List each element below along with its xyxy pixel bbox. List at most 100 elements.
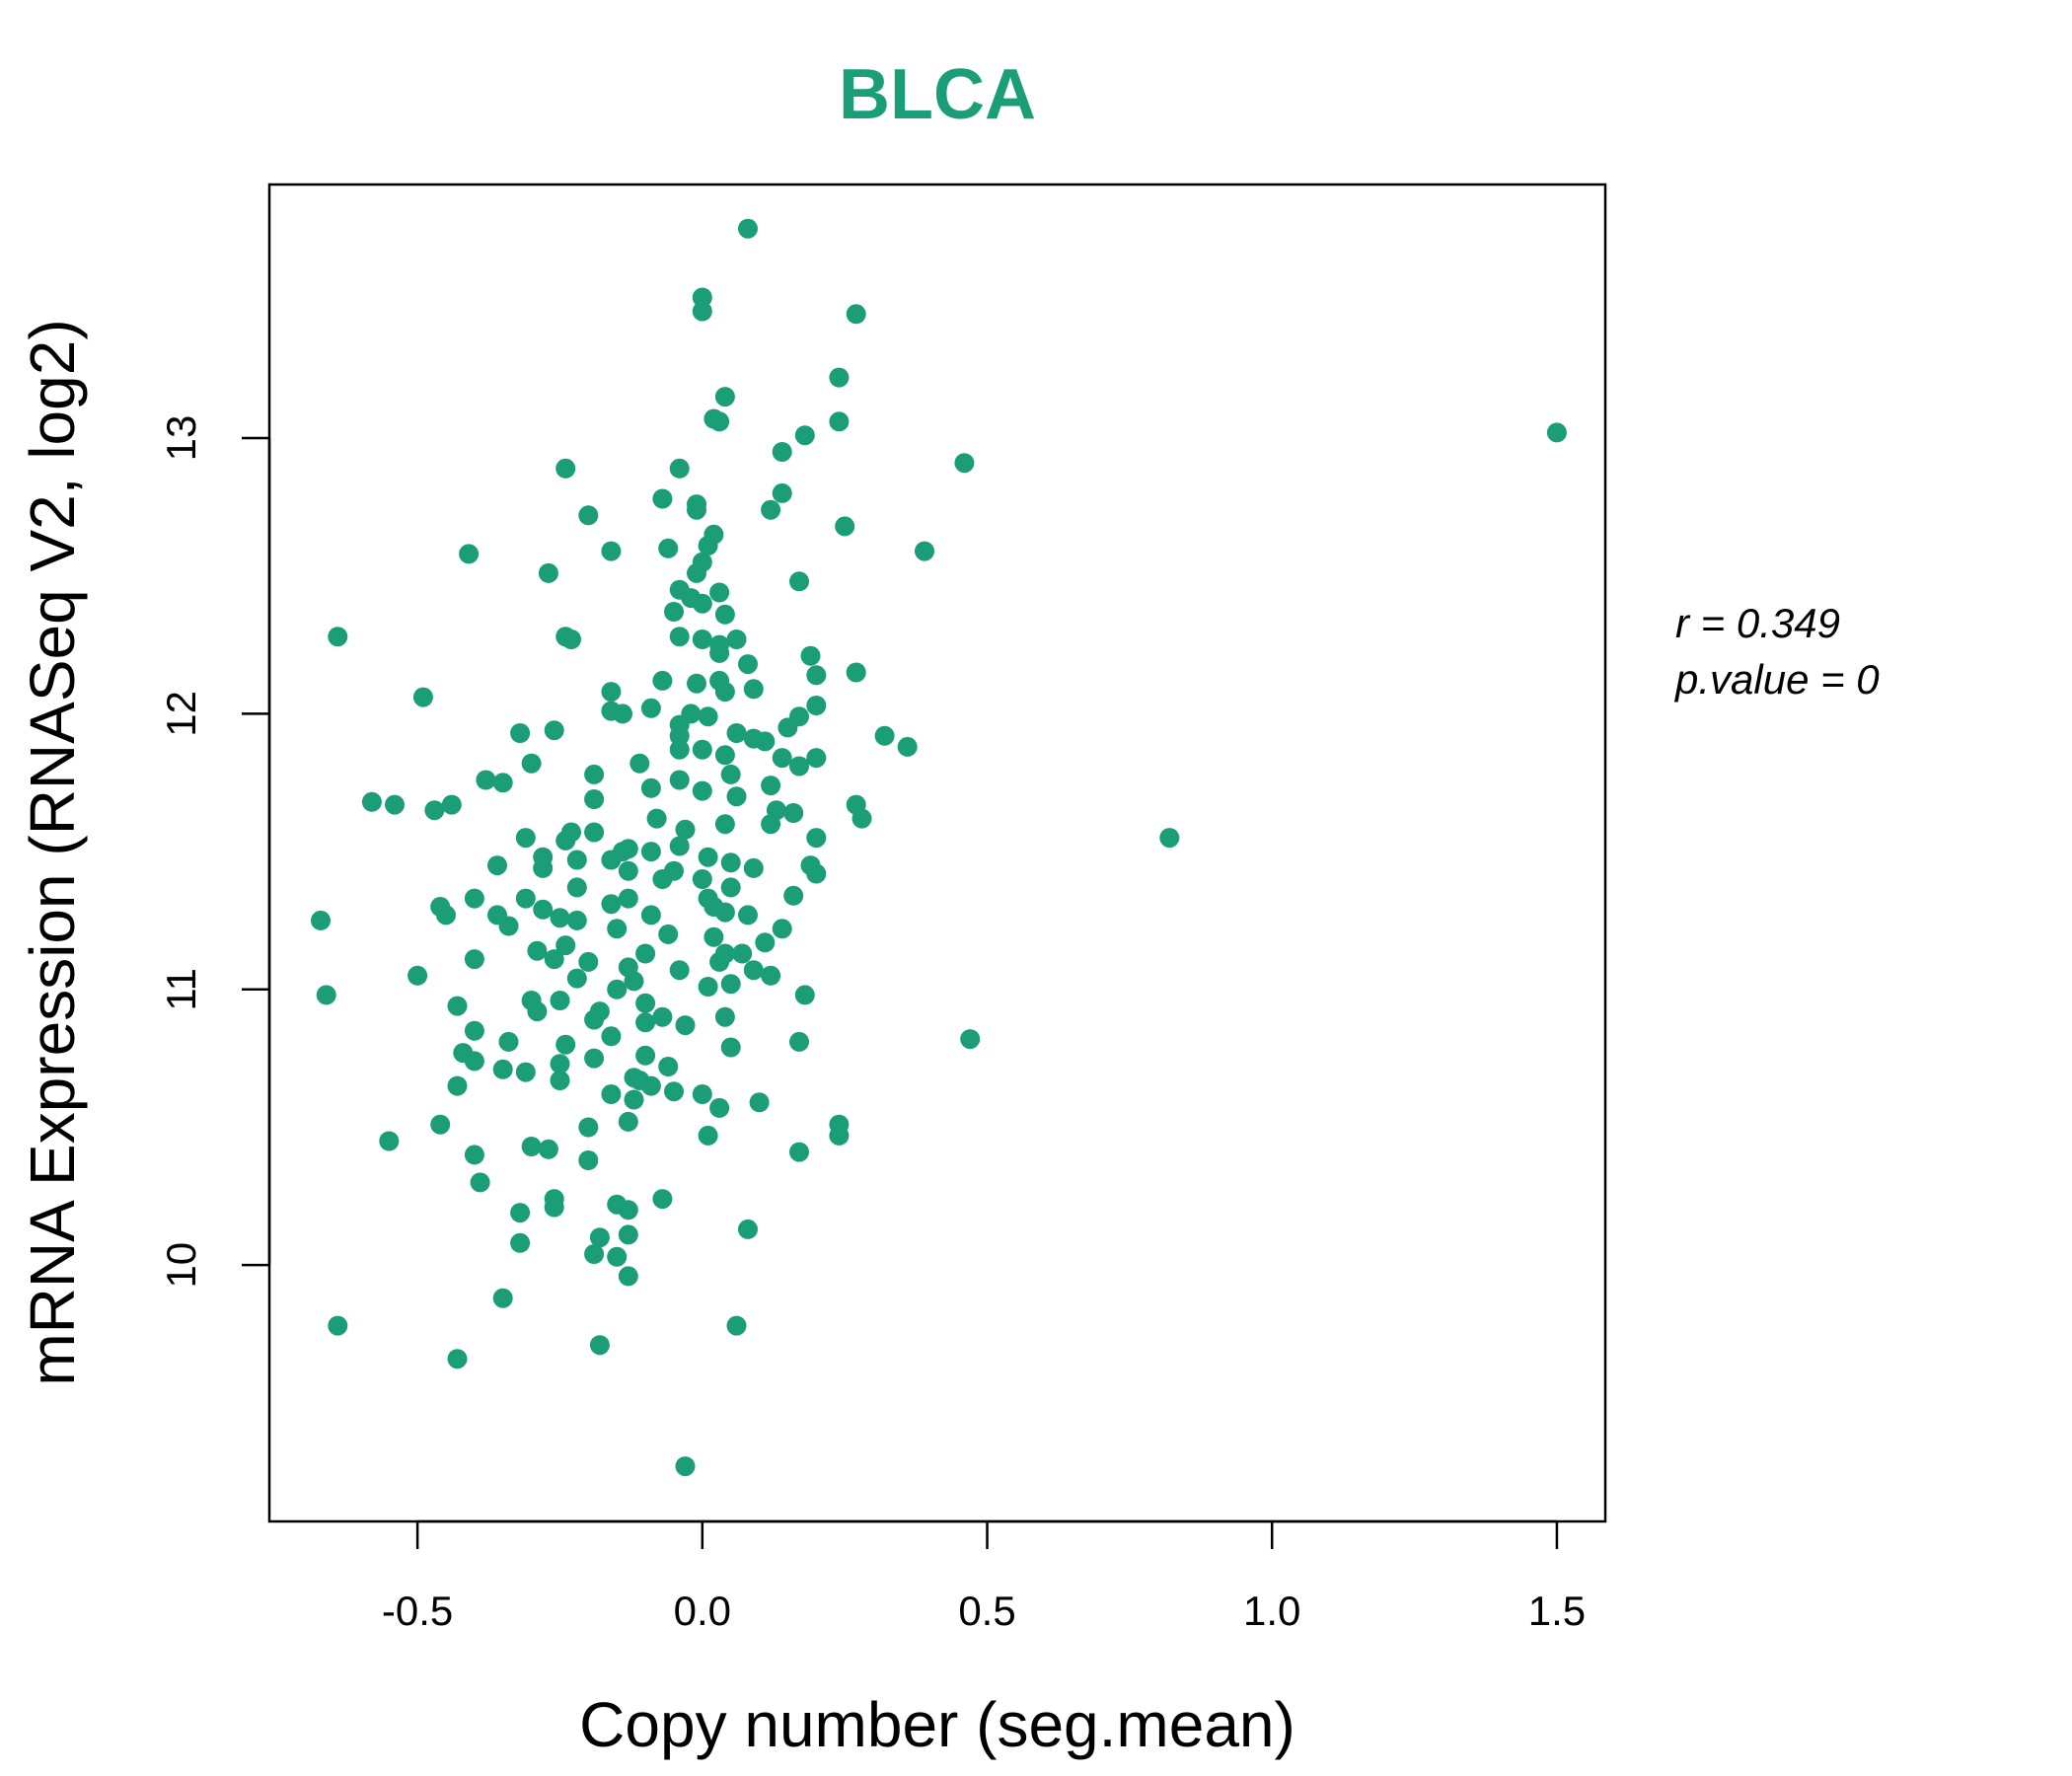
data-point <box>698 1125 718 1146</box>
data-point <box>566 877 587 898</box>
data-point <box>669 739 690 760</box>
data-point <box>720 877 741 898</box>
data-point <box>714 902 735 923</box>
x-tick-label: 1.5 <box>1528 1588 1586 1634</box>
data-point <box>515 1062 536 1082</box>
data-point <box>897 736 918 757</box>
data-point <box>783 885 804 906</box>
y-axis: 10 11 12 13 <box>158 415 271 1289</box>
data-point <box>601 894 622 915</box>
data-point <box>652 670 673 691</box>
data-point <box>550 908 570 928</box>
data-point <box>601 1026 622 1047</box>
data-point <box>510 1203 531 1223</box>
data-point <box>584 1244 605 1264</box>
data-point <box>618 1224 638 1245</box>
data-point <box>550 1071 570 1090</box>
data-point <box>800 645 821 666</box>
data-point <box>664 602 684 622</box>
data-point <box>521 753 542 774</box>
data-point <box>618 1200 638 1221</box>
data-point <box>640 1075 661 1096</box>
data-point <box>714 814 735 835</box>
data-point <box>578 1150 599 1170</box>
data-point <box>772 442 792 462</box>
data-point <box>789 1031 809 1052</box>
data-point <box>589 1335 610 1356</box>
data-point <box>692 780 712 801</box>
data-point <box>709 642 730 663</box>
data-point <box>726 786 747 807</box>
data-point <box>675 819 696 840</box>
data-point <box>720 852 741 873</box>
data-point <box>698 977 718 997</box>
data-point <box>424 800 445 821</box>
data-point <box>544 1197 564 1218</box>
data-point <box>789 571 809 592</box>
data-point <box>761 814 781 835</box>
data-point <box>714 1006 735 1027</box>
data-point <box>635 993 656 1013</box>
data-point <box>476 770 496 790</box>
data-point <box>487 855 507 876</box>
data-point <box>846 662 866 683</box>
data-point <box>777 717 798 738</box>
y-tick-label: 13 <box>158 415 204 462</box>
data-point <box>379 1131 400 1151</box>
data-point <box>584 1009 605 1030</box>
data-point <box>687 673 706 694</box>
data-point <box>328 1315 348 1336</box>
data-point <box>664 1081 684 1102</box>
data-point <box>510 1232 531 1253</box>
x-axis: -0.5 0.0 0.5 1.0 1.5 <box>382 1519 1586 1634</box>
data-point <box>743 960 764 981</box>
data-point <box>464 949 484 970</box>
data-point <box>464 1020 484 1041</box>
data-point <box>652 1189 673 1210</box>
data-point <box>566 968 587 989</box>
data-point <box>430 1114 451 1135</box>
data-point <box>846 304 866 325</box>
data-point <box>566 850 587 870</box>
data-point <box>555 935 576 956</box>
data-point <box>607 919 628 939</box>
data-point <box>515 888 536 909</box>
data-point <box>698 847 718 867</box>
data-point <box>515 828 536 849</box>
data-point <box>675 1456 696 1477</box>
data-point <box>533 857 554 878</box>
data-point <box>714 604 735 625</box>
data-point <box>361 791 382 812</box>
data-point <box>692 593 712 614</box>
data-point <box>555 458 576 479</box>
data-point <box>407 965 428 986</box>
data-point <box>561 629 581 649</box>
data-point <box>772 748 792 769</box>
x-tick-label: -0.5 <box>382 1588 453 1634</box>
data-point <box>584 789 605 809</box>
data-point <box>761 965 781 986</box>
data-point <box>635 943 656 964</box>
data-point <box>789 1142 809 1162</box>
data-point <box>726 1315 747 1336</box>
data-point <box>470 1172 490 1193</box>
y-tick-label: 11 <box>158 968 204 1011</box>
data-point <box>624 1089 644 1110</box>
data-point <box>492 1059 513 1079</box>
data-point <box>714 682 735 703</box>
data-point <box>738 654 758 675</box>
data-point <box>601 850 622 870</box>
correlation-r: r = 0.349 <box>1675 600 1840 646</box>
data-point <box>652 1006 673 1027</box>
data-point <box>806 696 827 715</box>
data-point <box>675 1015 696 1036</box>
data-point <box>550 1054 570 1074</box>
data-point <box>640 842 661 862</box>
data-point <box>533 899 554 920</box>
data-point <box>578 951 599 972</box>
data-point <box>658 924 679 944</box>
data-point <box>806 863 827 884</box>
data-point <box>692 301 712 322</box>
data-point <box>492 773 513 793</box>
